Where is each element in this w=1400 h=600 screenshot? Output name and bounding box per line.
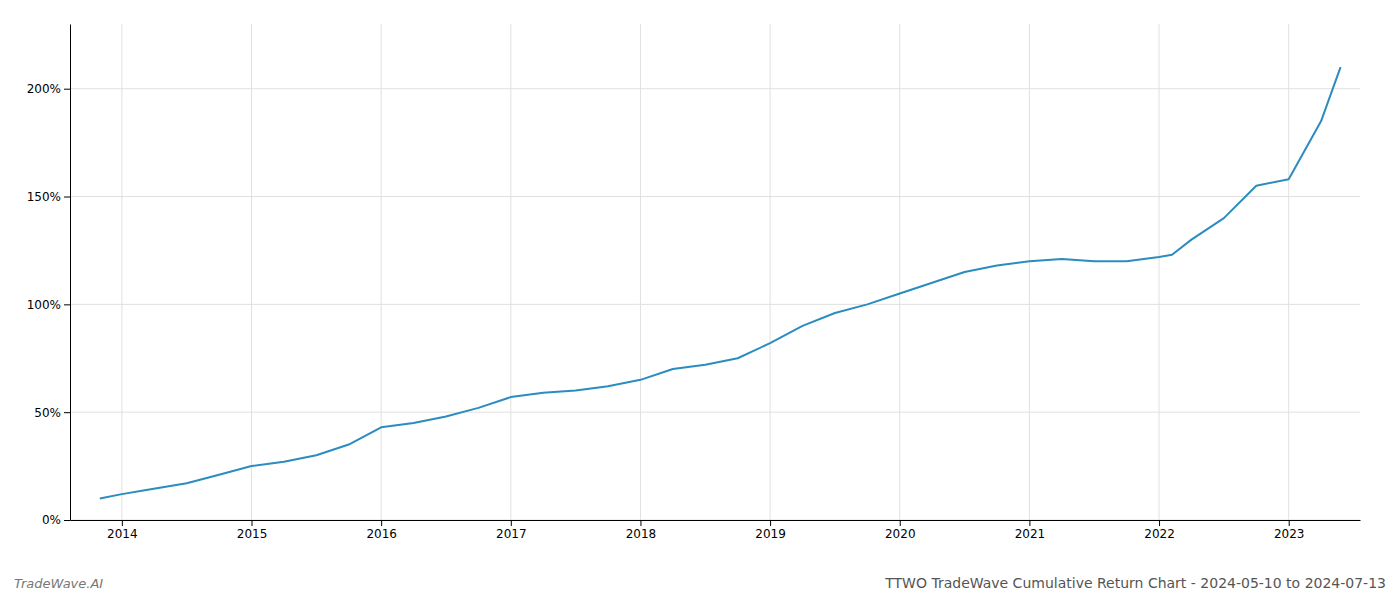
grid-line <box>1288 24 1289 520</box>
tick-mark <box>64 520 70 521</box>
tick-label: 50% <box>34 406 61 420</box>
grid-line <box>70 88 1360 89</box>
tick-mark <box>770 520 771 526</box>
tick-mark <box>64 197 70 198</box>
tick-label: 2017 <box>496 527 527 541</box>
tick-label: 2016 <box>366 527 397 541</box>
tick: 2023 <box>1274 520 1305 541</box>
tick: 200% <box>27 82 70 96</box>
grid-line <box>70 196 1360 197</box>
grid-line <box>640 24 641 520</box>
tick: 2016 <box>366 520 397 541</box>
grid-line <box>70 304 1360 305</box>
tick: 2019 <box>755 520 786 541</box>
grid-line <box>251 24 252 520</box>
tick: 0% <box>42 513 70 527</box>
tick-mark <box>122 520 123 526</box>
tick-mark <box>1029 520 1030 526</box>
y-axis: 0% 50% 100% 150% 200% <box>27 25 71 528</box>
tick-mark <box>64 304 70 305</box>
axis-line <box>71 520 1361 521</box>
tick-label: 2023 <box>1274 527 1305 541</box>
tick: 2020 <box>885 520 916 541</box>
grid-line <box>899 24 900 520</box>
tick-label: 2015 <box>237 527 268 541</box>
line <box>100 67 1341 498</box>
tick-mark <box>1159 520 1160 526</box>
grid-line <box>770 24 771 520</box>
tick-mark <box>64 412 70 413</box>
plot: 2014 2015 2016 2017 2018 2019 2020 2021 2022 2023… <box>27 24 1361 541</box>
chart: 2014 2015 2016 2017 2018 2019 2020 2021 2022 2023… <box>0 0 1400 600</box>
tick-mark <box>640 520 641 526</box>
tick: 100% <box>27 298 70 312</box>
tick: 2017 <box>496 520 527 541</box>
grid-line <box>1029 24 1030 520</box>
tick-label: 2020 <box>885 527 916 541</box>
tick-label: 2022 <box>1144 527 1175 541</box>
watermark: TradeWave.AI <box>14 576 103 591</box>
grid-line <box>1159 24 1160 520</box>
tick-mark <box>64 89 70 90</box>
tick-label: 100% <box>27 298 61 312</box>
grid-line <box>70 520 1360 521</box>
tick-label: 200% <box>27 82 61 96</box>
tick-mark <box>900 520 901 526</box>
tick: 50% <box>34 406 70 420</box>
grid <box>70 24 1360 520</box>
grid-line <box>510 24 511 520</box>
tick-label: 0% <box>42 513 61 527</box>
title: TTWO TradeWave Cumulative Return Chart -… <box>884 575 1386 591</box>
tick-mark <box>252 520 253 526</box>
x-axis: 2014 2015 2016 2017 2018 2019 2020 2021 2022 2023 <box>71 520 1361 541</box>
tick-mark <box>511 520 512 526</box>
tick: 2014 <box>107 520 138 541</box>
tick: 2021 <box>1015 520 1046 541</box>
tick-label: 2019 <box>755 527 786 541</box>
tick: 2015 <box>237 520 268 541</box>
tick-label: 2014 <box>107 527 138 541</box>
tick-mark <box>1289 520 1290 526</box>
tick-label: 2021 <box>1015 527 1046 541</box>
tick: 2022 <box>1144 520 1175 541</box>
tick: 2018 <box>626 520 657 541</box>
marks <box>100 67 1341 498</box>
axis-line <box>70 25 71 521</box>
grid-line <box>70 412 1360 413</box>
grid-line <box>381 24 382 520</box>
tick: 150% <box>27 190 70 204</box>
tick-mark <box>381 520 382 526</box>
grid-line <box>121 24 122 520</box>
tick-label: 150% <box>27 190 61 204</box>
tick-label: 2018 <box>626 527 657 541</box>
